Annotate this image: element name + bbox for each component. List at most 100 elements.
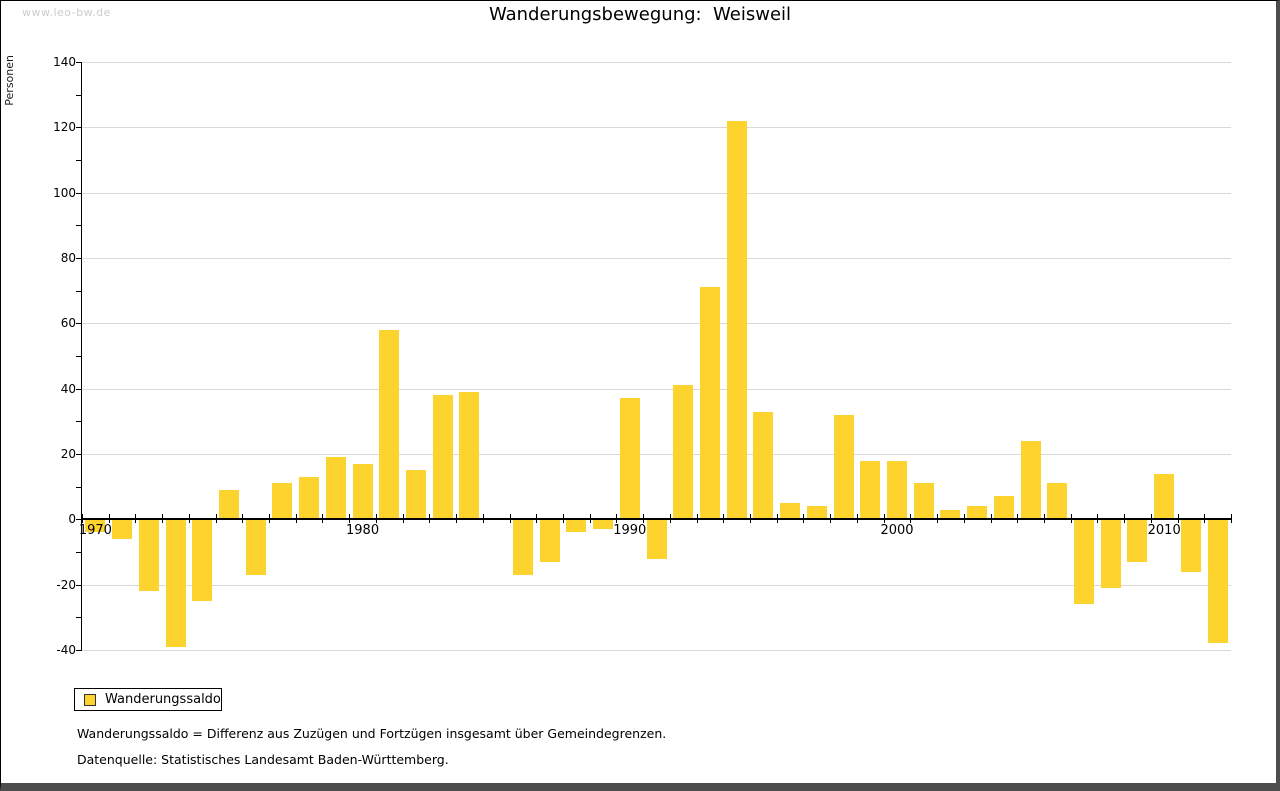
bar-1970 <box>85 519 106 533</box>
gridline-40 <box>82 388 1231 390</box>
bar-1977 <box>272 483 293 520</box>
y-axis-tick <box>76 356 82 357</box>
x-axis-tick <box>509 514 511 524</box>
y-axis-label-60: 60 <box>60 316 76 331</box>
y-axis-tick <box>76 127 82 129</box>
chart-title: Wanderungsbewegung: Weisweil <box>488 4 792 25</box>
bar-1992 <box>673 385 694 520</box>
bar-1978 <box>299 476 320 520</box>
x-axis-tick <box>803 514 805 524</box>
bar-1988 <box>566 519 587 533</box>
x-axis-tick <box>776 514 778 524</box>
bar-1998 <box>833 414 854 520</box>
legend: Wanderungssaldo <box>74 688 222 711</box>
x-axis-tick <box>750 514 752 524</box>
y-axis-tick <box>76 552 82 553</box>
bar-1996 <box>780 503 801 520</box>
bar-2003 <box>967 506 988 520</box>
x-axis-tick <box>963 514 965 524</box>
bar-2010 <box>1154 473 1175 520</box>
bar-2011 <box>1180 519 1201 572</box>
bar-2008 <box>1100 519 1121 588</box>
y-axis-tick <box>76 225 82 227</box>
bar-1991 <box>646 519 667 559</box>
x-axis-tick <box>188 514 190 524</box>
x-axis-tick <box>616 514 618 524</box>
x-axis-tick <box>82 514 83 524</box>
bar-1986 <box>512 519 533 575</box>
x-axis-tick <box>1097 514 1099 524</box>
x-axis-tick <box>269 514 271 524</box>
y-axis-tick <box>76 650 82 651</box>
y-axis-label-80: 80 <box>60 251 76 265</box>
x-axis-tick <box>135 514 137 524</box>
x-axis-tick <box>856 514 858 524</box>
x-axis-tick <box>536 514 538 524</box>
bar-1971 <box>112 519 133 539</box>
bar-2007 <box>1074 519 1095 605</box>
y-axis-label--20: -20 <box>56 577 76 592</box>
footnote-source: Datenquelle: Statistisches Landesamt Bad… <box>77 752 449 767</box>
x-axis-tick <box>295 514 297 524</box>
x-axis-tick <box>696 514 698 524</box>
y-axis-title: Personen <box>3 55 16 106</box>
bar-1994 <box>726 120 747 520</box>
x-axis-tick <box>215 514 217 524</box>
y-axis-tick <box>76 192 82 194</box>
y-axis-tick <box>76 94 82 96</box>
bar-2004 <box>993 496 1014 520</box>
x-axis-tick <box>108 514 110 524</box>
y-axis-tick <box>76 323 82 325</box>
bar-2005 <box>1020 440 1041 520</box>
bar-1995 <box>753 411 774 520</box>
x-axis-tick <box>589 514 591 524</box>
gridline-140 <box>82 62 1231 63</box>
x-axis-label-1980: 1980 <box>346 523 380 539</box>
gridline-100 <box>82 192 1231 194</box>
y-axis-label-0: 0 <box>68 512 76 527</box>
gridline--40 <box>82 650 1231 651</box>
bar-2001 <box>913 483 934 520</box>
bar-2012 <box>1207 519 1228 644</box>
bar-1997 <box>806 506 827 520</box>
y-axis-tick <box>76 486 82 488</box>
x-axis-tick <box>242 514 244 524</box>
x-axis-tick <box>1150 514 1152 524</box>
y-axis-label-120: 120 <box>53 120 76 135</box>
bar-1999 <box>860 460 881 520</box>
y-axis-label--40: -40 <box>56 643 76 657</box>
footnote-definition: Wanderungssaldo = Differenz aus Zuzügen … <box>77 726 667 741</box>
y-axis-tick <box>76 421 82 423</box>
x-axis-tick <box>1177 514 1179 524</box>
legend-swatch <box>84 693 96 706</box>
bar-1975 <box>218 489 239 520</box>
bar-1974 <box>192 519 213 601</box>
x-axis-tick <box>1204 514 1206 524</box>
watermark: www.leo-bw.de <box>22 6 111 19</box>
x-axis-tick <box>830 514 832 524</box>
gridline-60 <box>82 323 1231 325</box>
x-axis-tick <box>456 514 458 524</box>
bar-1984 <box>459 391 480 520</box>
bar-1973 <box>165 519 186 647</box>
y-axis-tick <box>76 519 82 521</box>
bar-2006 <box>1047 483 1068 520</box>
y-axis-tick <box>76 388 82 390</box>
y-axis-label-100: 100 <box>53 185 76 200</box>
x-axis-tick <box>1043 514 1045 524</box>
x-axis-label-2000: 2000 <box>880 523 914 539</box>
x-axis-tick <box>723 514 725 524</box>
x-axis-tick <box>883 514 885 524</box>
x-axis-tick <box>669 514 671 524</box>
bar-2002 <box>940 509 961 520</box>
y-axis-tick <box>76 160 82 161</box>
x-axis-tick <box>1017 514 1019 524</box>
x-axis-tick <box>429 514 431 524</box>
y-axis-tick <box>76 62 82 63</box>
bar-1990 <box>619 398 640 520</box>
x-axis-tick <box>162 514 164 524</box>
x-axis-tick <box>402 514 404 524</box>
bar-2009 <box>1127 519 1148 562</box>
bar-1987 <box>539 519 560 562</box>
y-axis-tick <box>76 290 82 292</box>
